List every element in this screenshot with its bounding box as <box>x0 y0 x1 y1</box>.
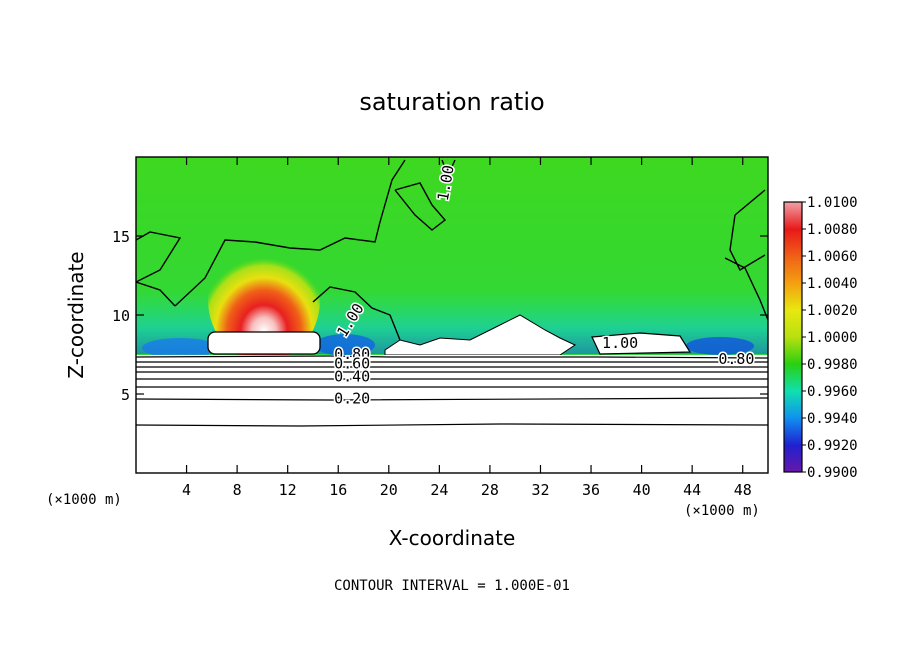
contour-label: 0.80 <box>718 350 754 368</box>
colorbar-label: 0.9940 <box>807 411 858 427</box>
contour-line-0.20 <box>136 397 768 401</box>
x-tick-label: 28 <box>481 481 499 499</box>
x-tick-label: 44 <box>683 481 701 499</box>
x-tick-label: 40 <box>633 481 651 499</box>
colorbar-label: 0.9980 <box>807 357 858 373</box>
colorbar-segment <box>784 310 802 338</box>
blue-patch-right <box>686 337 754 355</box>
contour-interval-note: CONTOUR INTERVAL = 1.000E-01 <box>333 578 570 594</box>
colorbar-label: 0.9920 <box>807 438 858 454</box>
colorbar-segment <box>784 256 802 284</box>
colorbar-label: 1.0080 <box>807 222 858 238</box>
x-tick-label: 4 <box>182 481 191 499</box>
colorbar-label: 1.0020 <box>807 303 858 319</box>
x-tick-label: 16 <box>329 481 347 499</box>
contour-label: 0.80 <box>334 345 370 363</box>
colorbar-label: 0.9960 <box>807 384 858 400</box>
y-tick-label: 5 <box>121 386 130 404</box>
contour-label: 0.60 <box>334 355 370 373</box>
colorbar-segment <box>784 229 802 257</box>
cloud-region-left <box>207 331 321 355</box>
colorbar-segment <box>784 283 802 311</box>
y-tick-label: 15 <box>112 228 130 246</box>
colorbar-label: 1.0060 <box>807 249 858 265</box>
contour-1.00-lower <box>136 257 768 341</box>
blue-patch-left <box>142 338 218 358</box>
contour-label: 0.40 <box>334 367 370 385</box>
x-tick-label: 20 <box>380 481 398 499</box>
colorbar-label: 1.0040 <box>807 276 858 292</box>
colorbar-label: 1.0000 <box>807 330 858 346</box>
x-tick-label: 12 <box>279 481 297 499</box>
cloud-region-right <box>591 332 692 355</box>
contour-1.00-upper <box>136 159 766 307</box>
y-axis: 5 10 15 <box>112 228 768 404</box>
colorbar-segment <box>784 337 802 365</box>
colorbar-label: 1.0100 <box>807 195 858 211</box>
y-axis-label: Z-coordinate <box>64 251 88 379</box>
colorbar: 1.0100 1.0080 1.0060 1.0040 1.0020 1.0000 0.99… <box>783 195 858 481</box>
colorbar-segment <box>784 418 802 446</box>
x-tick-label: 24 <box>430 481 448 499</box>
contour-line-0.80 <box>136 355 768 359</box>
x-axis-unit-left: (×1000 m) <box>46 492 122 508</box>
x-axis: 4 8 12 16 20 24 28 32 36 40 44 48 <box>182 157 752 499</box>
colorbar-segment <box>784 391 802 419</box>
colorbar-segment <box>784 364 802 392</box>
x-tick-label: 36 <box>582 481 600 499</box>
colorbar-label: 0.9900 <box>807 465 858 481</box>
colorbar-segment <box>784 445 802 473</box>
contour-label: 1.00 <box>602 334 638 352</box>
x-tick-label: 32 <box>531 481 549 499</box>
supersaturation-plume <box>208 238 320 362</box>
x-axis-label: X-coordinate <box>388 526 516 550</box>
x-axis-unit-right: (×1000 m) <box>684 503 760 519</box>
y-tick-label: 10 <box>112 307 130 325</box>
colorbar-segment <box>784 202 802 230</box>
contour-line-0.10 <box>136 423 768 427</box>
dry-layer-below-cloudbase <box>136 355 768 473</box>
plot-area <box>136 157 768 473</box>
contour-label: 0.20 <box>334 389 370 407</box>
x-tick-label: 48 <box>734 481 752 499</box>
x-tick-label: 8 <box>233 481 242 499</box>
blue-patch-mid <box>315 334 375 356</box>
chart-title: saturation ratio <box>359 88 545 116</box>
